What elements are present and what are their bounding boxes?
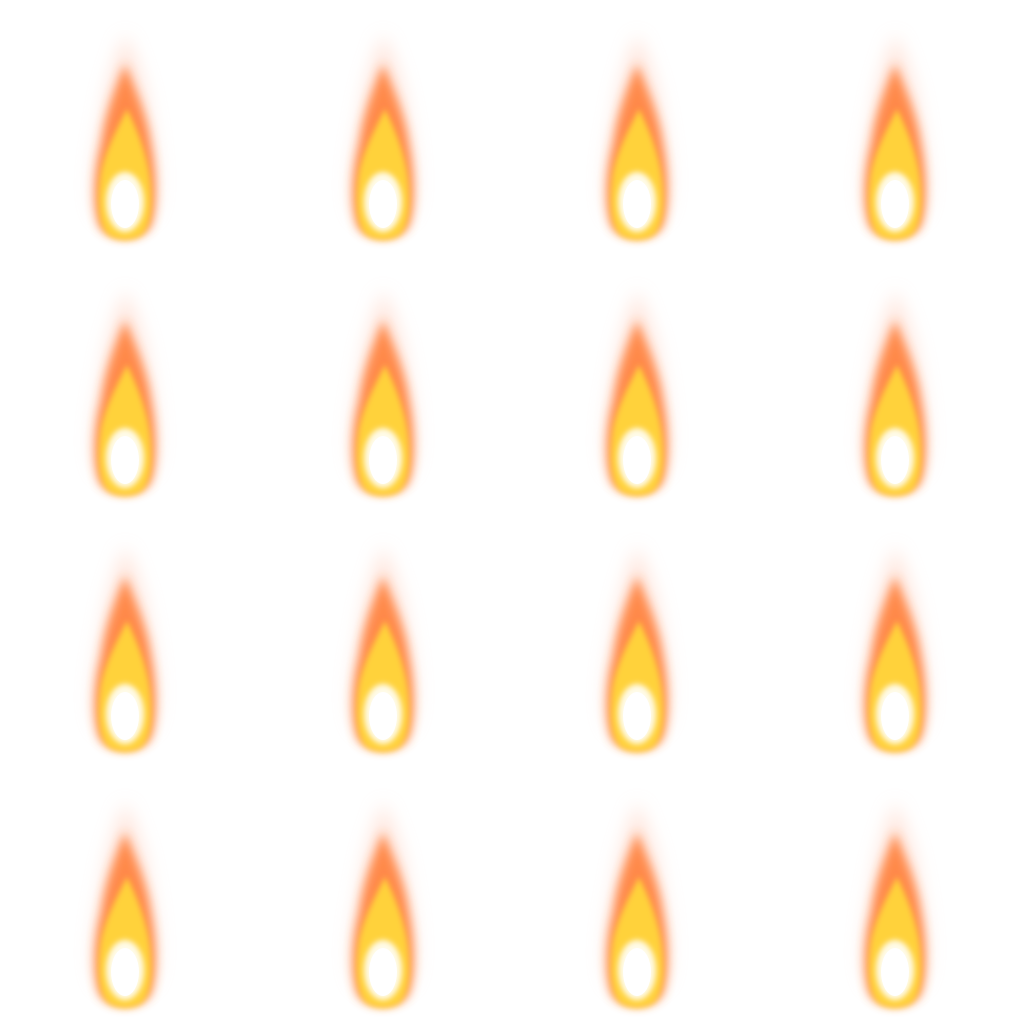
flame: [94, 546, 157, 752]
flame: [352, 290, 415, 496]
flame: [94, 802, 157, 1008]
flame: [94, 290, 157, 496]
flame: [94, 34, 157, 240]
flame: [606, 290, 669, 496]
flame: [352, 802, 415, 1008]
flame: [606, 546, 669, 752]
flame: [864, 34, 927, 240]
flame: [864, 290, 927, 496]
flame: [864, 802, 927, 1008]
flame: [352, 546, 415, 752]
flame: [864, 546, 927, 752]
flame: [352, 34, 415, 240]
flame: [606, 34, 669, 240]
flame: [606, 802, 669, 1008]
